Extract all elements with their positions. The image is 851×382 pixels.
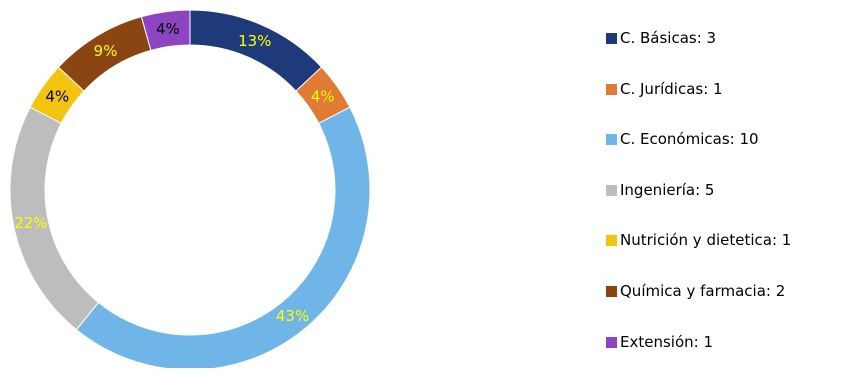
legend-swatch (606, 83, 617, 95)
slice-c-economicas (75, 106, 371, 368)
legend-swatch (606, 33, 617, 44)
donut-chart: 13% 4% 43% 22% 4% 9% 4% (9, 9, 371, 368)
slice-label-ingenieria: 22% (14, 214, 47, 232)
legend-label: C. Jurídicas: 1 (620, 79, 723, 98)
legend-swatch (606, 134, 617, 146)
slice-label-c-basicas: 13% (238, 32, 271, 50)
legend-label: Ingeniería: 5 (620, 180, 715, 199)
legend-label: Extensión: 1 (620, 332, 714, 351)
slice-label-nutricion-y-dietetica: 4% (45, 87, 69, 105)
slice-label-quimica-y-farmacia: 9% (94, 42, 118, 60)
legend-swatch (606, 184, 617, 196)
slice-extension (140, 9, 191, 51)
slice-label-c-economicas: 43% (276, 307, 309, 325)
legend-swatch (606, 336, 617, 348)
legend-swatch (606, 235, 617, 247)
legend-label: C. Económicas: 10 (620, 130, 759, 149)
legend-label: Química y farmacia: 2 (620, 281, 786, 300)
slice-c-basicas (189, 9, 323, 92)
legend-swatch (606, 285, 617, 297)
slice-label-extension: 4% (156, 20, 180, 38)
slice-label-c-juridicas: 4% (311, 87, 335, 105)
legend-label: C. Básicas: 3 (620, 29, 717, 47)
legend-label: Nutrición y dietetica: 1 (620, 231, 792, 250)
